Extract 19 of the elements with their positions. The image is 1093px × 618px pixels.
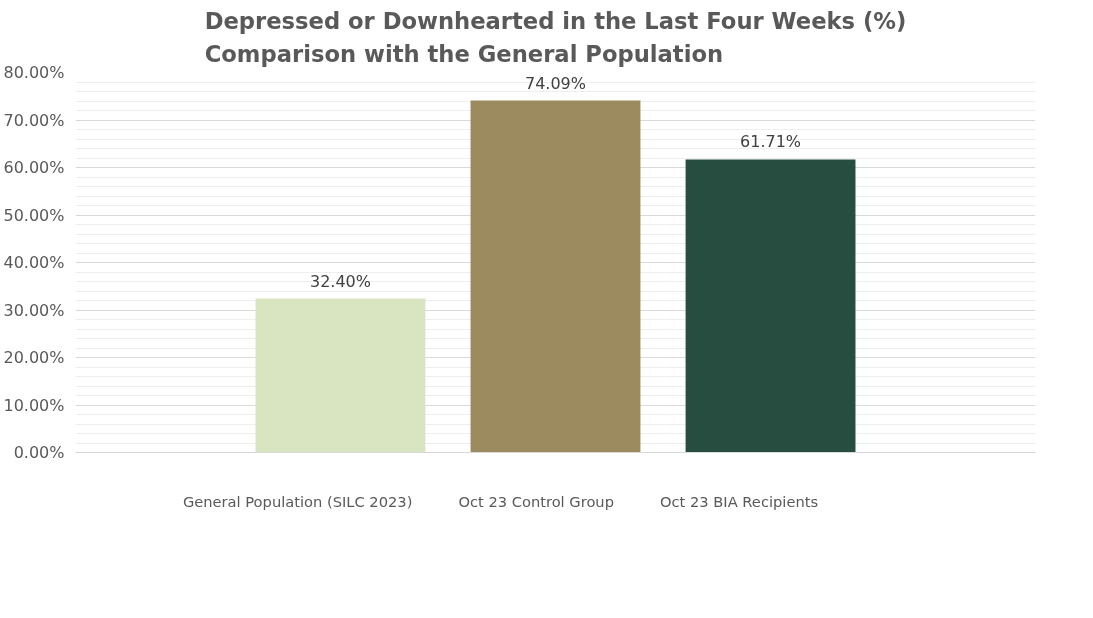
bar [255,298,426,453]
y-tick-label: 50.00% [3,205,65,225]
y-tick-label: 20.00% [3,348,65,367]
bar [685,159,856,453]
chart-title: Depressed or Downhearted in the Last Four Weeks (%) Comparison with the General Population [204,7,907,68]
data-label: 74.09% [525,73,587,93]
y-tick-label: 80.00% [3,63,65,82]
y-tick-label: 10.00% [3,395,65,415]
y-tick-label: 70.00% [3,110,65,130]
text: Oct 23 Control Group [458,492,614,510]
y-tick-label: 60.00% [3,158,65,177]
text: Oct 23 BIA Recipients [659,492,819,510]
bar [470,100,641,453]
y-tick-label: 30.00% [3,300,65,320]
data-label: 61.71% [740,132,802,152]
y-tick-label: 40.00% [3,253,65,272]
y-tick-label: 0.00% [13,443,65,462]
text: General Population (SILC 2023) [182,492,413,510]
data-label: 32.40% [309,271,371,291]
